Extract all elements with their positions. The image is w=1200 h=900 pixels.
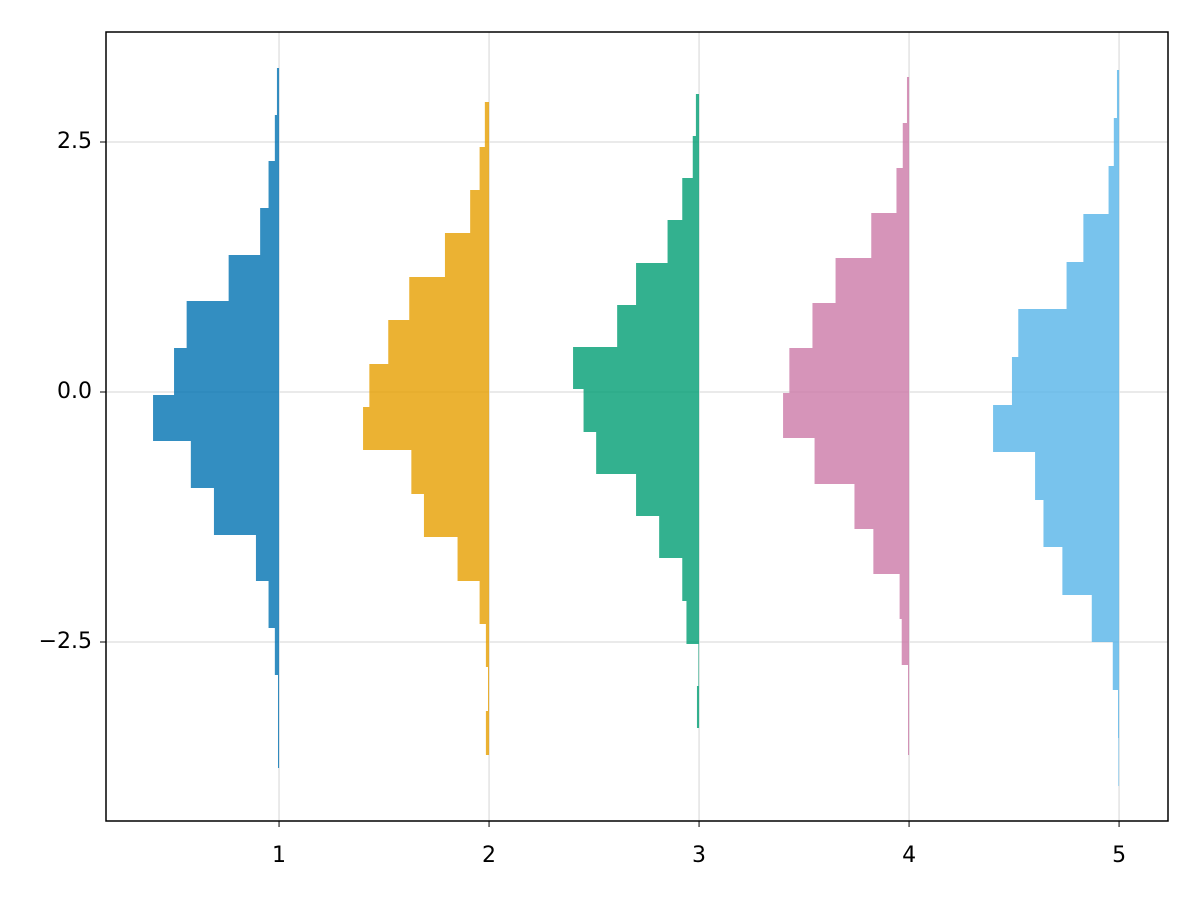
histogram-bar [1043, 500, 1120, 547]
histogram-bar [814, 438, 910, 484]
histogram-bar [274, 115, 280, 161]
histogram-bar [1035, 452, 1120, 500]
histogram-bar [1083, 214, 1120, 262]
histogram-bar [854, 484, 910, 529]
histogram-bar [789, 348, 910, 393]
histogram-bar [153, 395, 280, 441]
histogram-bar [901, 619, 910, 665]
y-tick-label: 2.5 [57, 129, 92, 154]
histogram-bar [1108, 166, 1120, 214]
histogram-bar [369, 364, 490, 407]
histogram-bar [899, 574, 910, 619]
histogram-bar [695, 94, 700, 136]
x-tick-label: 1 [272, 843, 286, 868]
histogram-bar [444, 233, 490, 277]
histogram-bar [835, 258, 910, 303]
histogram-bar [573, 347, 700, 389]
histogram-bar [667, 220, 700, 263]
histogram-bar [873, 529, 910, 574]
histogram-bar [1112, 642, 1120, 690]
y-tick-label: −2.5 [39, 629, 92, 654]
histogram-bar [274, 628, 280, 675]
histogram-bar [1011, 357, 1120, 405]
histogram-bar [174, 348, 280, 395]
histogram-bar [190, 441, 280, 488]
histogram-bar [277, 675, 280, 721]
histogram-bar [363, 407, 490, 450]
histogram-bar [277, 721, 280, 768]
histogram-bar [268, 161, 280, 208]
histogram-bar [488, 667, 490, 711]
histogram-bar [896, 168, 910, 213]
histogram-bar [213, 488, 280, 535]
histogram-bar [993, 405, 1120, 452]
histogram-bar [1116, 70, 1120, 118]
histogram-bar [871, 213, 910, 258]
histogram-bar [1118, 738, 1120, 786]
histogram-bar [276, 68, 280, 115]
histogram-bar [1062, 547, 1120, 595]
histogram-bar [902, 123, 910, 168]
histogram-bar [485, 711, 490, 755]
y-tick-label: 0.0 [57, 379, 92, 404]
histogram-bar [484, 102, 490, 147]
histogram-bar [906, 77, 910, 123]
x-tick-label: 4 [902, 843, 916, 868]
histogram-bar [268, 581, 280, 628]
histogram-bar [255, 535, 280, 581]
x-tick-label: 5 [1112, 843, 1126, 868]
histogram-bar [260, 208, 280, 255]
histogram-bar [636, 263, 700, 305]
histogram-bar [686, 601, 700, 644]
x-tick-label: 2 [482, 843, 496, 868]
histogram-bar [692, 136, 700, 178]
x-tick-label: 3 [692, 843, 706, 868]
histogram-bar [1091, 595, 1120, 642]
histogram-bar [457, 537, 490, 581]
histogram-bar [698, 644, 700, 686]
histogram-bar [812, 303, 910, 348]
histogram-bar [908, 665, 910, 710]
histogram-bar [1066, 262, 1120, 309]
histogram-bar [682, 558, 700, 601]
histogram-bar [659, 516, 700, 558]
histogram-bar [228, 255, 280, 301]
histogram-bar [409, 277, 490, 320]
plot-frame [105, 31, 1169, 822]
histogram-bar [583, 389, 700, 432]
histogram-bar [388, 320, 490, 364]
histogram-bar [411, 450, 490, 494]
histogram-bar [908, 710, 910, 755]
histogram-bar [783, 393, 910, 438]
histogram-bar [682, 178, 700, 220]
histogram-bar [479, 581, 490, 624]
histogram-bar [423, 494, 490, 537]
histogram-bar [1118, 690, 1120, 738]
histogram-bar [1113, 118, 1120, 166]
histogram-bar [1018, 309, 1120, 357]
histogram-bar [186, 301, 280, 348]
histogram-bar [636, 474, 700, 516]
histogram-bar [485, 624, 490, 667]
histogram-bar [479, 147, 490, 190]
histogram-bar [696, 686, 700, 728]
histogram-bar [617, 305, 700, 347]
histogram-bar [470, 190, 490, 233]
histogram-bar [596, 432, 700, 474]
